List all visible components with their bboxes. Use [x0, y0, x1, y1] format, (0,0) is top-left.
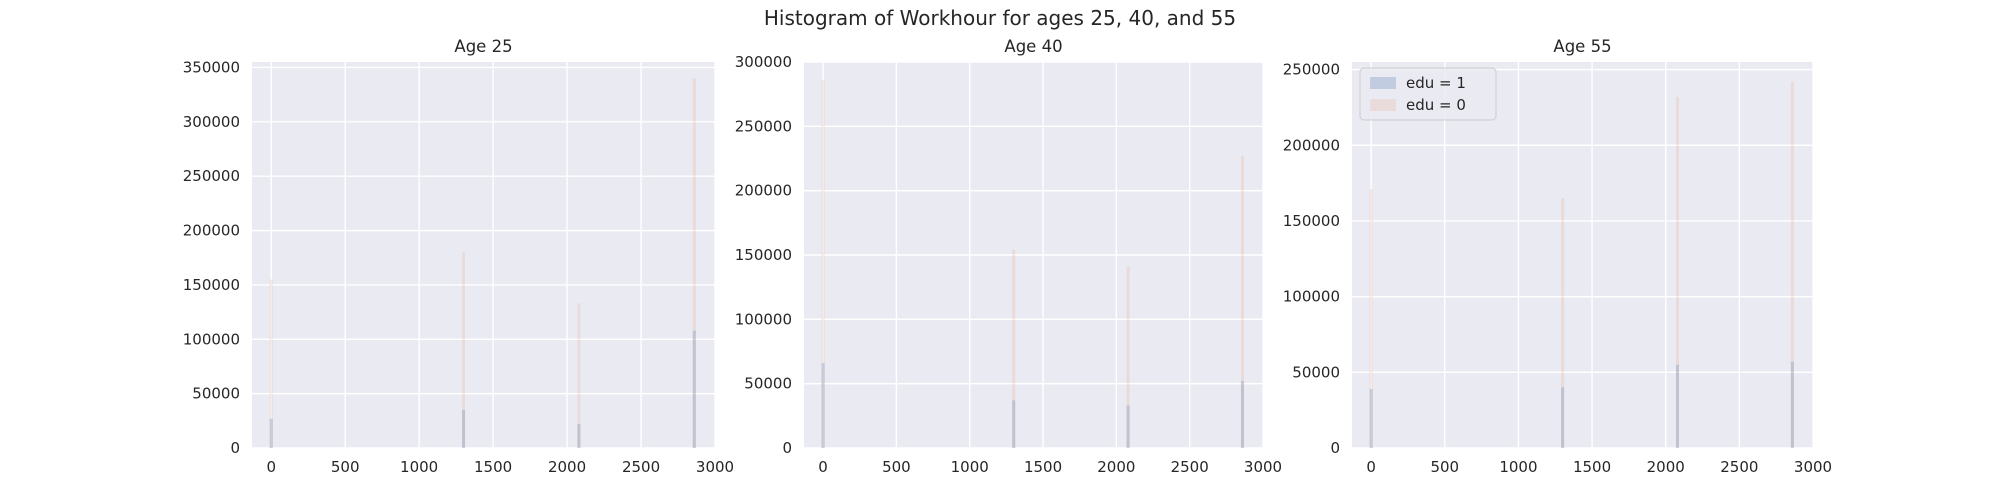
- y-tick-label: 100000: [735, 310, 792, 328]
- x-tick-label: 2500: [1720, 458, 1758, 476]
- bar-edu1: [269, 418, 273, 448]
- x-tick-label: 3000: [696, 458, 734, 476]
- x-tick-label: 500: [331, 458, 360, 476]
- x-tick-label: 1500: [474, 458, 512, 476]
- legend-swatch: [1370, 99, 1396, 111]
- y-tick-label: 0: [782, 439, 792, 457]
- y-tick-label: 100000: [1283, 288, 1340, 306]
- bar-edu1: [1561, 387, 1565, 448]
- bar-edu1: [1369, 388, 1373, 448]
- x-tick-label: 2000: [1647, 458, 1685, 476]
- y-tick-label: 200000: [183, 222, 240, 240]
- y-tick-label: 300000: [735, 53, 792, 71]
- bar-edu1: [1012, 400, 1016, 448]
- y-tick-label: 0: [1330, 439, 1340, 457]
- legend-swatch: [1370, 77, 1396, 89]
- panel-1: 0 500 1000 1500 2000 2500 3000 0 50000 100000 1500…: [183, 37, 734, 476]
- panel-2: 0 500 1000 1500 2000 2500 3000 0 50000 100000 1500…: [735, 37, 1282, 476]
- x-tick-label: 1000: [951, 458, 989, 476]
- legend-label: edu = 0: [1406, 96, 1466, 114]
- bar-edu0: [1012, 249, 1016, 448]
- panel-title: Age 40: [1004, 37, 1062, 56]
- bar-edu0: [1561, 198, 1565, 448]
- figure-title: Histogram of Workhour for ages 25, 40, a…: [763, 6, 1237, 30]
- bar-edu0: [462, 252, 466, 448]
- bar-edu1: [821, 363, 825, 448]
- y-tick-label: 50000: [744, 375, 792, 393]
- bar-edu1: [577, 424, 581, 448]
- y-tick-label: 200000: [735, 182, 792, 200]
- y-tick-label: 50000: [1292, 363, 1340, 381]
- panel-title: Age 55: [1553, 37, 1611, 56]
- y-tick-label: 250000: [1283, 61, 1340, 79]
- x-tick-label: 2000: [1097, 458, 1135, 476]
- x-tick-label: 3000: [1794, 458, 1832, 476]
- legend-box: [1359, 67, 1497, 121]
- x-tick-label: 500: [882, 458, 911, 476]
- bar-edu0: [1675, 96, 1679, 449]
- legend: edu = 1 edu = 0: [1359, 67, 1497, 121]
- bar-edu0: [577, 303, 581, 448]
- y-tick-label: 150000: [735, 246, 792, 264]
- bar-edu0: [821, 80, 825, 448]
- y-tick-label: 200000: [1283, 136, 1340, 154]
- y-tick-label: 150000: [183, 276, 240, 294]
- y-tick-label: 50000: [192, 385, 240, 403]
- bar-edu0: [269, 279, 273, 448]
- y-tick-label: 300000: [183, 113, 240, 131]
- bar-edu1: [1126, 405, 1130, 448]
- legend-label: edu = 1: [1406, 74, 1466, 92]
- x-tick-label: 0: [818, 458, 828, 476]
- plot-area: [252, 62, 715, 448]
- x-tick-label: 3000: [1244, 458, 1282, 476]
- bar-edu0: [692, 78, 696, 448]
- y-tick-label: 150000: [1283, 212, 1340, 230]
- x-tick-label: 1500: [1024, 458, 1062, 476]
- x-tick-label: 2000: [548, 458, 586, 476]
- x-tick-label: 1500: [1573, 458, 1611, 476]
- bar-edu0: [1240, 155, 1244, 448]
- bar-edu1: [1240, 381, 1244, 448]
- plot-area: [1352, 62, 1813, 448]
- y-tick-label: 250000: [735, 117, 792, 135]
- x-tick-label: 500: [1430, 458, 1459, 476]
- y-tick-label: 350000: [183, 58, 240, 76]
- x-tick-label: 0: [1366, 458, 1376, 476]
- x-tick-label: 0: [266, 458, 276, 476]
- bar-edu1: [1790, 361, 1794, 448]
- y-tick-label: 0: [230, 439, 240, 457]
- bar-edu1: [692, 330, 696, 448]
- bar-edu0: [1790, 81, 1794, 448]
- x-tick-label: 1000: [400, 458, 438, 476]
- x-tick-label: 1000: [1499, 458, 1537, 476]
- bar-edu1: [1675, 364, 1679, 448]
- panel-title: Age 25: [454, 37, 512, 56]
- x-tick-label: 2500: [622, 458, 660, 476]
- y-tick-label: 100000: [183, 330, 240, 348]
- panel-3: 0 500 1000 1500 2000 2500 3000 0 50000 100000 1500…: [1283, 37, 1832, 476]
- x-tick-label: 2500: [1171, 458, 1209, 476]
- y-tick-label: 250000: [183, 167, 240, 185]
- bar-edu0: [1126, 266, 1130, 448]
- bar-edu0: [1369, 189, 1373, 448]
- bar-edu1: [462, 409, 466, 448]
